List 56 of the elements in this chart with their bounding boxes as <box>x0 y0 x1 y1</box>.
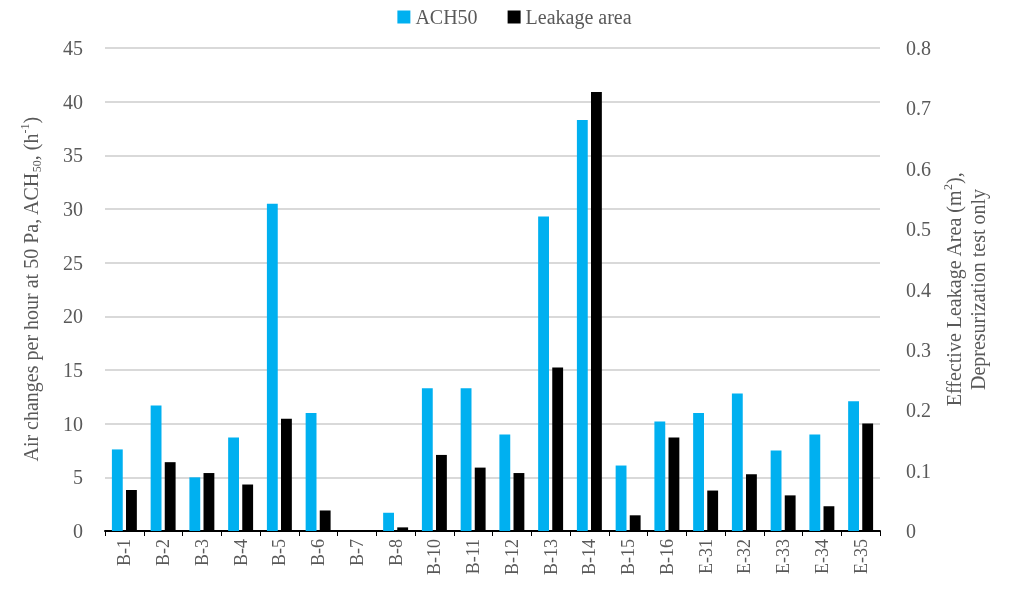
x-tick-label: B-12 <box>501 539 522 575</box>
x-tick-label: B-15 <box>618 539 639 575</box>
y2-tick-label: 0.8 <box>906 37 931 59</box>
y2-tick-label: 0.5 <box>906 218 931 241</box>
y2-tick-label: 0.7 <box>906 97 931 120</box>
bar <box>383 512 394 531</box>
y-tick-label: 5 <box>73 466 83 489</box>
bar <box>693 412 704 531</box>
y-tick-label: 15 <box>63 359 83 381</box>
x-tick-label: B-8 <box>385 539 406 566</box>
x-tick-label: B-11 <box>463 539 484 575</box>
y-tick-label: 40 <box>63 90 83 113</box>
x-tick-label: E-35 <box>850 539 871 574</box>
bar <box>848 401 859 531</box>
x-tick-label: E-32 <box>734 539 755 574</box>
x-tick-label: B-13 <box>540 539 561 575</box>
y2-tick-label: 0.6 <box>906 157 931 180</box>
y-tick-label: 35 <box>63 144 83 167</box>
y-tick-label: 0 <box>73 520 83 542</box>
x-tick-label: B-1 <box>114 539 135 566</box>
bar <box>421 388 433 531</box>
x-tick-label: B-5 <box>269 539 290 566</box>
bar <box>615 465 627 531</box>
x-tick-label: B-6 <box>308 539 329 566</box>
y-tick-label: 45 <box>63 37 83 59</box>
y-tick-label: 30 <box>63 198 83 220</box>
x-tick-label: E-34 <box>811 539 832 574</box>
x-tick-label: E-33 <box>773 539 794 574</box>
bar <box>111 449 123 531</box>
x-tick-label: E-31 <box>695 539 716 574</box>
bar <box>770 450 782 531</box>
x-tick-label: B-16 <box>656 539 677 575</box>
bar <box>731 393 743 531</box>
y-tick-label: 20 <box>63 305 83 328</box>
bar <box>266 203 278 531</box>
y2-tick-label: 0 <box>906 520 916 542</box>
legend-label: ACH50 <box>415 6 478 28</box>
x-tick-label: B-3 <box>191 539 212 566</box>
bar <box>538 216 549 531</box>
bar <box>809 434 821 531</box>
x-tick-label: B-10 <box>424 539 445 575</box>
y-tick-label: 10 <box>63 412 83 435</box>
bar <box>576 119 588 531</box>
y2-tick-label: 0.4 <box>906 278 931 301</box>
y2-tick-label: 0.2 <box>906 399 931 422</box>
bar <box>305 412 317 531</box>
y2-tick-label: 0.1 <box>906 459 931 482</box>
x-tick-label: B-14 <box>579 539 600 575</box>
bar <box>228 437 239 531</box>
x-tick-label: B-7 <box>346 539 367 566</box>
x-tick-label: B-4 <box>230 539 251 566</box>
y-tick-label: 25 <box>63 251 83 274</box>
legend-label: Leakage area <box>525 6 632 29</box>
bar <box>460 388 472 531</box>
x-tick-label: B-2 <box>153 539 174 566</box>
y2-tick-label: 0.3 <box>906 338 931 361</box>
